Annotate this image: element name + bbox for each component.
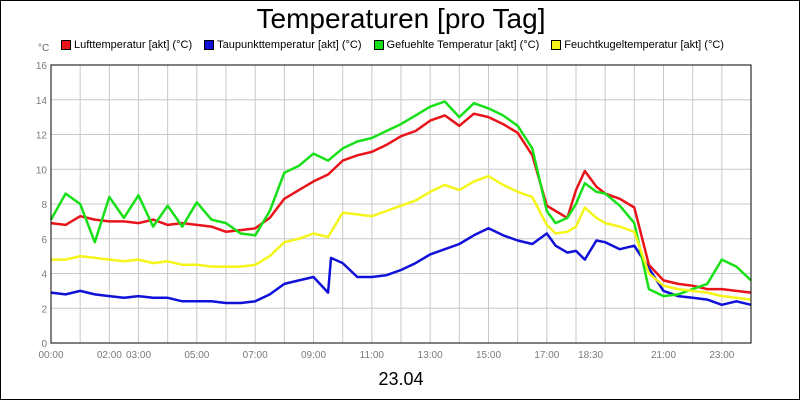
- legend-label-taupunkttemperatur: Taupunkttemperatur [akt] (°C): [217, 39, 362, 51]
- legend-swatch-gefuehlte-temperatur: [373, 40, 384, 50]
- y-tick-label: 2: [41, 304, 47, 315]
- y-axis-unit: °C: [38, 43, 50, 54]
- y-tick-label: 14: [36, 96, 48, 107]
- series-lines: [49, 100, 752, 307]
- y-tick-label: 12: [36, 131, 48, 142]
- y-tick-label: 8: [41, 200, 47, 211]
- x-tick-label: 07:00: [243, 350, 268, 361]
- legend-swatch-lufttemperatur: [61, 40, 71, 50]
- x-tick-label: 17:00: [534, 350, 559, 361]
- series-line-feuchtkugeltemperatur: [51, 174, 752, 301]
- x-tick-label: 15:00: [476, 350, 501, 361]
- series-line-gefuehlte-temperatur: [49, 100, 752, 298]
- x-tick-label: 09:00: [301, 350, 326, 361]
- legend-swatch-taupunkttemperatur: [204, 40, 215, 50]
- x-tick-label: 03:00: [126, 350, 151, 361]
- chart-title: Temperaturen [pro Tag]: [256, 3, 546, 34]
- legend-item-gefuehlte-temperatur: Gefuehlte Temperatur [akt] (°C): [373, 39, 540, 51]
- x-tick-label: 23:00: [709, 350, 734, 361]
- x-tick-label: 11:00: [360, 350, 385, 361]
- y-tick-label: 6: [41, 235, 47, 246]
- x-tick-label: 02:00: [97, 350, 122, 361]
- x-tick-labels: 00:00 02:00 03:00 05:00 07:00 09:00 11:00 13:00…: [38, 350, 734, 361]
- x-tick-label: 18:30: [578, 350, 603, 361]
- legend-label-gefuehlte-temperatur: Gefuehlte Temperatur [akt] (°C): [386, 39, 540, 51]
- grid: [51, 64, 751, 344]
- legend-swatch-feuchtkugeltemperatur: [551, 40, 562, 50]
- x-tick-label: 00:00: [38, 350, 63, 361]
- y-tick-label: 4: [41, 270, 47, 281]
- series-line-lufttemperatur: [50, 112, 752, 294]
- x-tick-label: 21:00: [651, 350, 676, 361]
- axes-box: [50, 64, 752, 344]
- legend-item-taupunkttemperatur: Taupunkttemperatur [akt] (°C): [204, 39, 362, 51]
- y-tick-labels: 0 2 4 6 8 10 12 14 16: [36, 61, 48, 350]
- y-tick-label: 0: [41, 339, 47, 350]
- date-label: 23.04: [378, 369, 424, 389]
- legend-label-feuchtkugeltemperatur: Feuchtkugeltemperatur [akt] (°C): [564, 39, 724, 51]
- x-tick-label: 05:00: [184, 350, 209, 361]
- legend: Lufttemperatur [akt] (°C) Taupunkttemper…: [61, 39, 724, 51]
- legend-item-lufttemperatur: Lufttemperatur [akt] (°C): [61, 39, 192, 51]
- y-tick-label: 10: [36, 165, 48, 176]
- series-line-taupunkttemperatur: [50, 227, 752, 307]
- legend-item-feuchtkugeltemperatur: Feuchtkugeltemperatur [akt] (°C): [551, 39, 724, 51]
- x-tick-label: 13:00: [418, 350, 443, 361]
- y-tick-label: 16: [36, 61, 48, 72]
- legend-label-lufttemperatur: Lufttemperatur [akt] (°C): [74, 39, 193, 51]
